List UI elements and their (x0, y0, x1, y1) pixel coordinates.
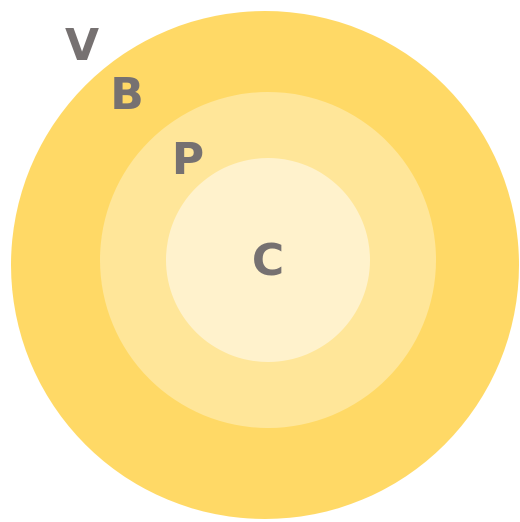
label: V (65, 20, 99, 71)
inner-circle (166, 158, 370, 362)
label: C (252, 235, 284, 286)
label: P (172, 134, 204, 185)
label: B (110, 69, 144, 120)
